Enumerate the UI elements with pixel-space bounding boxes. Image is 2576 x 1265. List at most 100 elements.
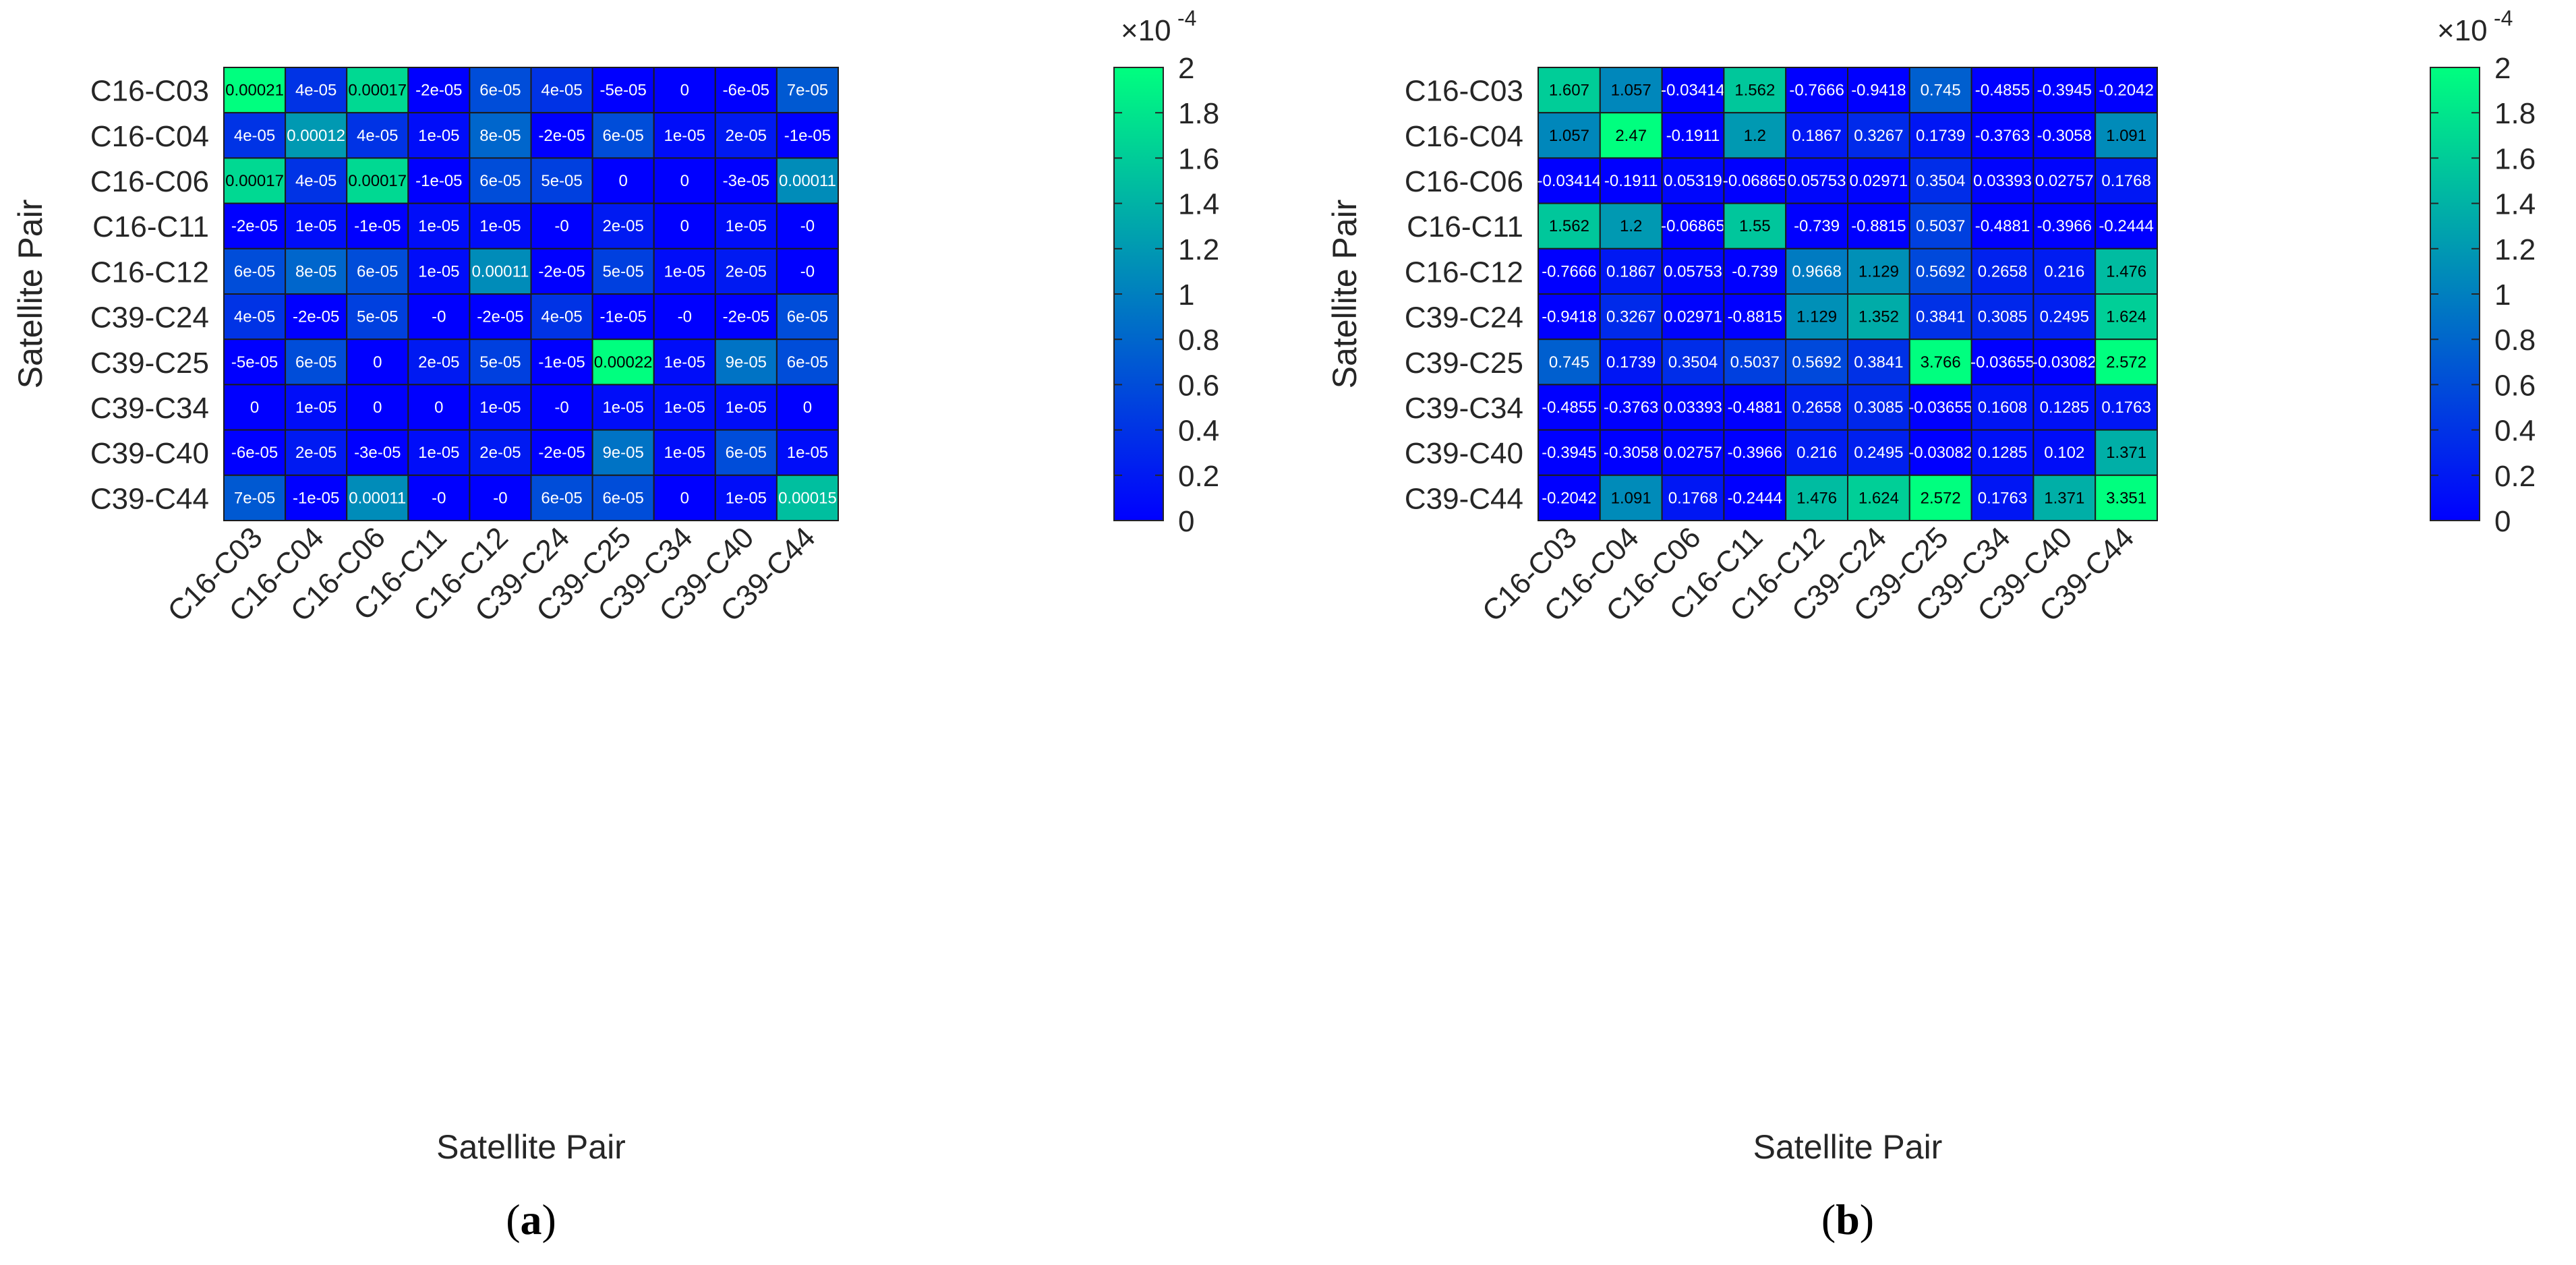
heatmap-b-cell-label-r3-c3: 0.05319 [1664, 172, 1722, 190]
heatmap-a-cell-r7-c9 [714, 339, 778, 386]
heatmap-a-cell-r5-c6 [530, 247, 593, 295]
heatmap-a-cell-label-r5-c8: 1e-05 [664, 262, 705, 281]
heatmap-b-cell-label-r2-c6: 0.3267 [1854, 127, 1903, 145]
heatmap-b-cell-label-r7-c4: 0.5037 [1730, 353, 1780, 372]
heatmap-b-cell-r4-c2 [1599, 202, 1663, 249]
heatmap-b-cell-r7-c8 [1970, 339, 2035, 386]
heatmap-b-cell-label-r5-c9: 0.216 [2044, 262, 2084, 281]
heatmap-b-cell-label-r9-c8: 0.1285 [1978, 444, 2027, 462]
heatmap-b-ytick-label: C39-C24 [1405, 301, 1523, 334]
heatmap-a-cell-r8-c2 [285, 384, 348, 431]
heatmap-a-colorbar-tick-label: 1.6 [1178, 142, 1219, 175]
heatmap-a-cell-label-r4-c7: 2e-05 [602, 217, 643, 235]
heatmap-b-cell-r2-c3 [1661, 112, 1725, 159]
heatmap-b-cell-r8-c5 [1785, 384, 1848, 431]
heatmap-b-cell-label-r5-c6: 1.129 [1858, 262, 1899, 281]
heatmap-a-cell-r7-c10 [775, 339, 840, 386]
heatmap-a-ytick-label: C16-C04 [90, 120, 209, 153]
heatmap-a-cell-r6-c3 [346, 293, 409, 341]
heatmap-a-cell-r7-c1 [223, 339, 287, 386]
heatmap-a-colorbar-multiplier: ×10 [1121, 14, 1171, 47]
heatmap-b-cell-label-r1-c8: -0.4855 [1975, 82, 2030, 100]
heatmap-b-cell-label-r9-c1: -0.3945 [1542, 444, 1596, 462]
heatmap-a-cell-r9-c9 [714, 429, 778, 476]
heatmap-b-cell-label-r7-c2: 0.1739 [1606, 353, 1656, 372]
heatmap-a-cell-label-r7-c5: 5e-05 [479, 353, 521, 372]
heatmap-a-x-axis-label: Satellite Pair [436, 1128, 626, 1166]
heatmap-a-cell-r7-c7 [591, 339, 655, 386]
heatmap-b-cell-r1-c10 [2095, 67, 2158, 114]
heatmap-b-cell-r1-c8 [1970, 67, 2035, 114]
heatmap-b-cell-label-r6-c5: 1.129 [1796, 308, 1837, 326]
heatmap-a-cell-r9-c2 [285, 429, 348, 476]
heatmap-b-cell-label-r1-c2: 1.057 [1611, 82, 1651, 100]
heatmap-a-cell-label-r4-c9: 1e-05 [726, 217, 767, 235]
heatmap-a-cell-r9-c3 [346, 429, 409, 476]
heatmap-b-cell-r9-c2 [1599, 429, 1663, 476]
heatmap-b-cell-label-r2-c10: 1.091 [2106, 127, 2146, 145]
heatmap-b-cell-label-r2-c5: 0.1867 [1792, 127, 1841, 145]
heatmap-b-cell-label-r5-c8: 0.2658 [1978, 262, 2027, 281]
panel-label-b: (b) [1821, 1196, 1874, 1243]
heatmap-b-cell-label-r10-c3: 0.1768 [1668, 489, 1718, 507]
heatmap-b-cell-label-r4-c2: 1.2 [1620, 217, 1642, 235]
heatmap-b-cell-label-r7-c5: 0.5692 [1792, 353, 1841, 372]
heatmap-a-cell-label-r2-c10: -1e-05 [784, 127, 831, 145]
heatmap-a-cell-label-r8-c10: 0 [803, 399, 812, 417]
heatmap-a-cell-r6-c9 [714, 293, 778, 341]
heatmap-b-cell-r6-c5 [1785, 293, 1848, 341]
heatmap-b-cell-label-r4-c10: -0.2444 [2099, 217, 2153, 235]
heatmap-a-cell-r8-c4 [407, 384, 471, 431]
heatmap-b-cell-label-r5-c10: 1.476 [2106, 262, 2146, 281]
heatmap-a-cell-r5-c10 [775, 247, 840, 295]
heatmap-b-cell-r10-c7 [1908, 474, 1972, 521]
heatmap-b-colorbar-tick-label: 0.8 [2494, 324, 2536, 357]
heatmap-a-cell-r9-c10 [775, 429, 840, 476]
heatmap-a-cell-label-r2-c7: 6e-05 [602, 127, 643, 145]
heatmap-a-cell-label-r6-c7: -1e-05 [599, 308, 646, 326]
heatmap-a-cell-r1-c10 [775, 67, 840, 114]
heatmap-a-cell-label-r3-c8: 0 [680, 172, 689, 190]
heatmap-b-cell-label-r10-c4: -0.2444 [1728, 489, 1782, 507]
heatmap-a-cell-r9-c1 [223, 429, 287, 476]
heatmap-b-cell-label-r3-c4: -0.06865 [1723, 172, 1787, 190]
heatmap-a-cell-label-r6-c10: 6e-05 [787, 308, 828, 326]
heatmap-a-cell-label-r9-c4: 1e-05 [418, 444, 459, 462]
heatmap-b-ytick-label: C39-C34 [1405, 392, 1523, 425]
heatmap-a-cell-r2-c2 [285, 112, 348, 159]
heatmap-b-cell-label-r4-c9: -0.3966 [2037, 217, 2092, 235]
heatmap-b-cell-r5-c3 [1661, 247, 1725, 295]
heatmap-a-cell-label-r7-c7: 0.00022 [594, 353, 653, 372]
heatmap-a-cell-r4-c10 [775, 202, 840, 249]
heatmap-a-cell-r6-c4 [407, 293, 471, 341]
heatmap-a-cell-label-r1-c9: -6e-05 [723, 82, 769, 100]
heatmap-a-cell-label-r8-c2: 1e-05 [295, 399, 336, 417]
heatmap-a-cell-label-r1-c8: 0 [680, 82, 689, 100]
heatmap-a-cell-label-r3-c4: -1e-05 [415, 172, 462, 190]
heatmap-b-cell-r5-c4 [1723, 247, 1787, 295]
heatmap-b-cell-label-r9-c10: 1.371 [2106, 444, 2146, 462]
heatmap-a-ytick-label: C16-C11 [92, 210, 209, 243]
heatmap-a-cell-label-r4-c1: -2e-05 [231, 217, 278, 235]
heatmap-a-colorbar-tick-label: 1.4 [1178, 188, 1219, 221]
heatmap-b-colorbar-tick-label: 0.2 [2494, 460, 2536, 493]
heatmap-a-cell-label-r5-c6: -2e-05 [538, 262, 585, 281]
heatmap-b-cell-label-r3-c6: 0.02971 [1850, 172, 1908, 190]
heatmap-a-cell-r6-c5 [469, 293, 532, 341]
heatmap-b-cell-label-r1-c3: -0.03414 [1661, 82, 1725, 100]
heatmap-a-cell-label-r9-c8: 1e-05 [664, 444, 705, 462]
heatmap-b-cell-label-r6-c1: -0.9418 [1542, 308, 1596, 326]
heatmap-b-cell-r2-c6 [1847, 112, 1910, 159]
heatmap-b-cell-r9-c9 [2032, 429, 2097, 476]
heatmap-b-cell-label-r7-c1: 0.745 [1549, 353, 1589, 372]
heatmap-a-ytick-label: C39-C24 [90, 301, 209, 334]
heatmap-b-cell-label-r1-c10: -0.2042 [2099, 82, 2153, 100]
heatmap-a-cell-r1-c6 [530, 67, 593, 114]
heatmap-a-cell-r7-c8 [653, 339, 716, 386]
heatmap-a-cell-label-r5-c4: 1e-05 [418, 262, 459, 281]
heatmap-b-ytick-label: C16-C03 [1405, 75, 1523, 108]
heatmap-panel-a: 0.00021 4e-05 0.00017 -2e-05 6e-05 4e-05 -5e-0… [11, 6, 1219, 1243]
heatmap-a-colorbar-tick-label: 0 [1178, 505, 1194, 538]
heatmap-b-cell-label-r2-c1: 1.057 [1549, 127, 1589, 145]
